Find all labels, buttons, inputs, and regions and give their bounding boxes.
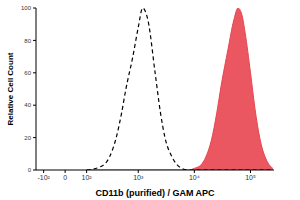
svg-text:10²: 10² <box>82 174 93 181</box>
svg-text:0: 0 <box>63 174 67 181</box>
svg-text:40: 40 <box>24 102 31 108</box>
svg-text:0: 0 <box>28 167 32 173</box>
svg-text:-10²: -10² <box>37 174 50 181</box>
svg-text:Relative Cell Count: Relative Cell Count <box>8 52 15 125</box>
svg-text:10⁵: 10⁵ <box>245 174 256 181</box>
svg-text:10⁴: 10⁴ <box>189 174 200 181</box>
svg-text:100: 100 <box>21 5 32 11</box>
svg-text:CD11b (purified) / GAM APC: CD11b (purified) / GAM APC <box>95 188 215 198</box>
svg-text:60: 60 <box>24 70 31 76</box>
svg-text:80: 80 <box>24 38 31 44</box>
svg-text:20: 20 <box>24 135 31 141</box>
svg-text:10³: 10³ <box>133 174 144 181</box>
